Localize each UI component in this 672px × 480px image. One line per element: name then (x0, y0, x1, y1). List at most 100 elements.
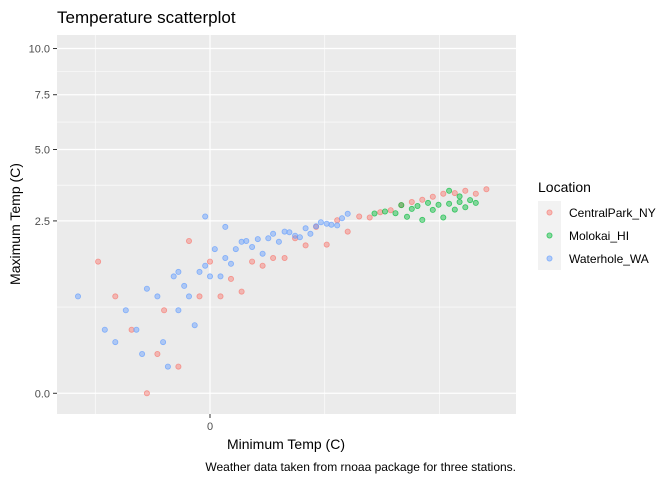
point-molokai-hi (403, 213, 410, 220)
point-waterhole-wa (344, 210, 351, 217)
point-centralpark-ny (196, 293, 203, 300)
point-waterhole-wa (249, 243, 256, 250)
point-waterhole-wa (122, 307, 129, 314)
point-molokai-hi (414, 202, 421, 209)
point-centralpark-ny (270, 254, 277, 261)
point-waterhole-wa (232, 246, 239, 253)
point-molokai-hi (435, 201, 442, 208)
point-waterhole-wa (254, 236, 261, 243)
point-centralpark-ny (356, 213, 363, 220)
point-waterhole-wa (296, 234, 303, 241)
point-molokai-hi (429, 206, 436, 213)
point-centralpark-ny (143, 390, 150, 397)
point-centralpark-ny (323, 241, 330, 248)
point-waterhole-wa (170, 273, 177, 280)
point-waterhole-wa (222, 254, 229, 261)
point-molokai-hi (462, 204, 469, 211)
axis-ticks: 0.0 2.5 5.0 7.5 10.0 0 (29, 44, 213, 433)
point-molokai-hi (446, 200, 453, 207)
point-centralpark-ny (462, 187, 469, 194)
point-waterhole-wa (275, 238, 282, 245)
y-tick-label: 2.5 (35, 216, 50, 228)
point-centralpark-ny (259, 262, 266, 269)
point-centralpark-ny (238, 288, 245, 295)
chart-title: Temperature scatterplot (57, 8, 236, 27)
point-centralpark-ny (154, 350, 161, 357)
gridlines (57, 35, 516, 414)
legend-marker-waterhole-wa (546, 255, 553, 262)
x-axis-title: Minimum Temp (C) (227, 436, 345, 452)
point-waterhole-wa (302, 225, 309, 232)
point-waterhole-wa (338, 215, 345, 222)
point-molokai-hi (456, 193, 463, 200)
point-waterhole-wa (222, 223, 229, 230)
point-waterhole-wa (238, 238, 245, 245)
point-waterhole-wa (206, 273, 213, 280)
point-molokai-hi (472, 199, 479, 206)
legend-key-centralpark-ny (538, 201, 561, 224)
point-molokai-hi (424, 199, 431, 206)
point-waterhole-wa (227, 260, 234, 267)
point-molokai-hi (467, 197, 474, 204)
plot-panel (57, 35, 516, 414)
data-points (75, 186, 490, 397)
point-waterhole-wa (143, 285, 150, 292)
point-waterhole-wa (317, 219, 324, 226)
point-molokai-hi (451, 206, 458, 213)
legend-label-molokai-hi: Molokai_HI (569, 229, 629, 243)
point-molokai-hi (446, 187, 453, 194)
point-centralpark-ny (377, 209, 384, 216)
legend-marker-molokai-hi (546, 232, 553, 239)
point-waterhole-wa (181, 282, 188, 289)
point-centralpark-ny (161, 307, 168, 314)
point-molokai-hi (440, 214, 447, 221)
point-centralpark-ny (302, 242, 309, 249)
point-centralpark-ny (408, 198, 415, 205)
point-centralpark-ny (419, 196, 426, 203)
y-tick-label: 10.0 (29, 44, 50, 56)
point-centralpark-ny (366, 214, 373, 221)
point-waterhole-wa (334, 222, 341, 229)
point-molokai-hi (408, 205, 415, 212)
point-waterhole-wa (307, 230, 314, 237)
y-tick-label: 5.0 (35, 145, 50, 157)
point-waterhole-wa (133, 326, 140, 333)
legend-title: Location (538, 179, 591, 195)
legend-key-waterhole-wa (538, 247, 561, 270)
point-waterhole-wa (75, 293, 82, 300)
point-molokai-hi (398, 202, 405, 209)
point-waterhole-wa (191, 322, 198, 329)
point-centralpark-ny (440, 190, 447, 197)
point-waterhole-wa (281, 228, 288, 235)
point-waterhole-wa (175, 307, 182, 314)
point-centralpark-ny (175, 363, 182, 370)
point-waterhole-wa (286, 229, 293, 236)
point-waterhole-wa (164, 363, 171, 370)
point-waterhole-wa (259, 250, 266, 257)
point-waterhole-wa (217, 273, 224, 280)
point-waterhole-wa (154, 293, 161, 300)
point-waterhole-wa (139, 350, 146, 357)
point-waterhole-wa (160, 339, 167, 346)
point-centralpark-ny (281, 254, 288, 261)
legend-key-molokai-hi (538, 224, 561, 247)
legend-label-centralpark-ny: CentralPark_NY (569, 206, 656, 220)
point-waterhole-wa (202, 213, 209, 220)
point-waterhole-wa (313, 223, 320, 230)
point-molokai-hi (371, 210, 378, 217)
point-waterhole-wa (270, 230, 277, 237)
chart-caption: Weather data taken from rnoaa package fo… (205, 460, 516, 474)
legend-label-waterhole-wa: Waterhole_WA (569, 252, 649, 266)
point-centralpark-ny (112, 293, 119, 300)
point-waterhole-wa (112, 339, 119, 346)
point-waterhole-wa (328, 221, 335, 228)
point-centralpark-ny (344, 228, 351, 235)
point-molokai-hi (419, 216, 426, 223)
point-centralpark-ny (217, 293, 224, 300)
point-waterhole-wa (243, 237, 250, 244)
y-tick-label: 7.5 (35, 90, 50, 102)
point-centralpark-ny (206, 258, 213, 265)
legend: Location CentralPark_NY Molokai_HI Waterho… (538, 179, 656, 270)
point-waterhole-wa (196, 268, 203, 275)
